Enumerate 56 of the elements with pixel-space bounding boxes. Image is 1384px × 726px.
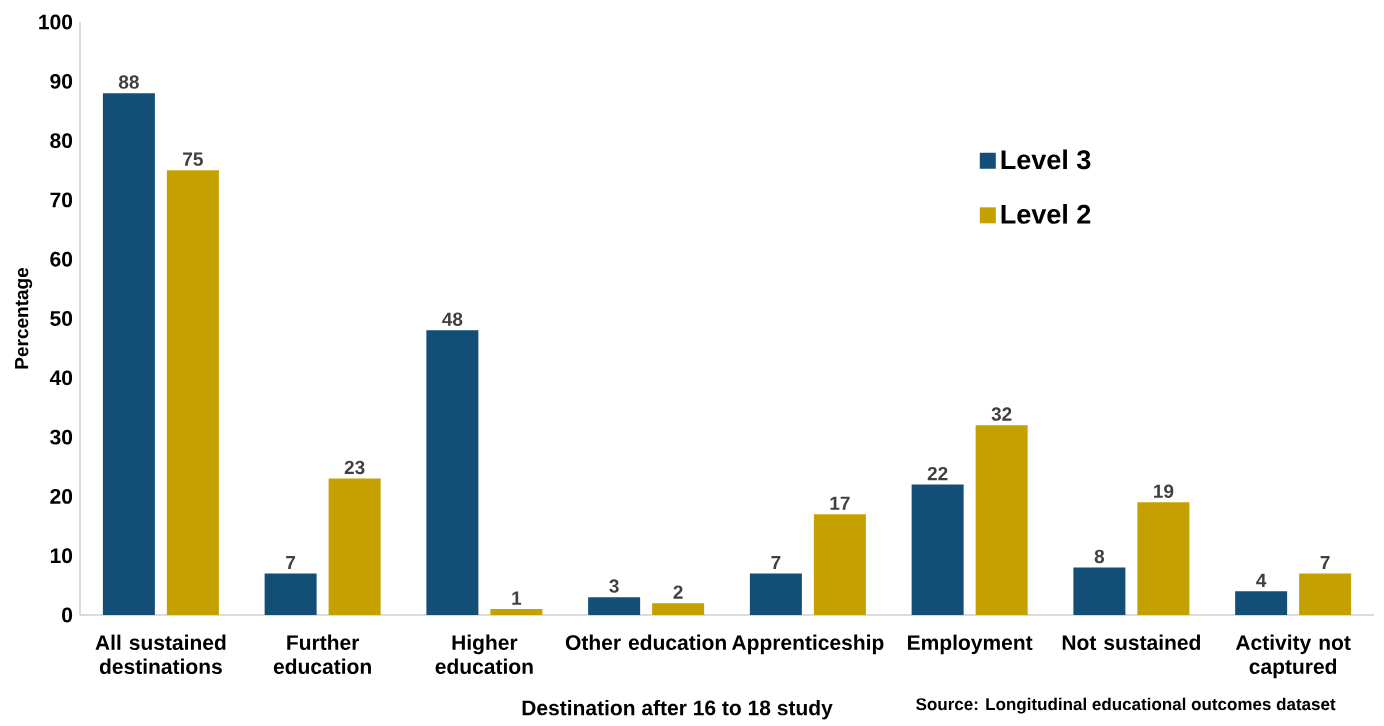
y-axis-title: Percentage bbox=[15, 267, 33, 369]
y-tick-label: 20 bbox=[50, 488, 73, 504]
legend-label: Level 3 bbox=[1001, 149, 1091, 170]
data-label: 7 bbox=[286, 555, 296, 570]
y-tick-label: 30 bbox=[50, 429, 73, 445]
data-label: 32 bbox=[991, 407, 1012, 421]
data-label: 4 bbox=[1256, 573, 1267, 587]
data-label: 75 bbox=[183, 152, 203, 166]
bar bbox=[1073, 567, 1126, 615]
y-tick-label: 80 bbox=[50, 133, 73, 148]
x-tick-label: Activity not captured bbox=[1235, 634, 1351, 679]
x-tick-label: Further education bbox=[273, 634, 371, 674]
data-label: 8 bbox=[1094, 549, 1105, 564]
data-label: 22 bbox=[927, 466, 948, 481]
y-tick-label: 60 bbox=[50, 251, 73, 267]
bar bbox=[1299, 573, 1352, 615]
y-tick-label: 10 bbox=[50, 548, 73, 564]
data-label: 17 bbox=[830, 496, 850, 510]
x-tick-label: All sustained destinations bbox=[95, 634, 226, 674]
bar bbox=[102, 93, 155, 615]
bar bbox=[328, 478, 381, 615]
y-tick-label: 0 bbox=[62, 607, 73, 623]
data-label: 7 bbox=[1320, 555, 1330, 570]
bar bbox=[911, 484, 964, 615]
data-label: 23 bbox=[344, 460, 365, 475]
source-note: Source: Longitudinal educational outcomes dataset bbox=[916, 697, 1336, 714]
data-label: 88 bbox=[118, 75, 139, 89]
bar bbox=[1137, 502, 1190, 615]
bar bbox=[166, 170, 219, 615]
x-tick-label: Not sustained bbox=[1062, 634, 1201, 650]
x-tick-label: Apprenticeship bbox=[731, 634, 884, 655]
bar bbox=[749, 573, 802, 615]
data-label: 3 bbox=[609, 579, 619, 593]
bar bbox=[652, 603, 705, 615]
data-label: 7 bbox=[771, 555, 781, 570]
y-tick-label: 40 bbox=[49, 370, 73, 386]
data-label: 48 bbox=[442, 312, 463, 326]
legend-label: Level 2 bbox=[1001, 203, 1091, 224]
bar bbox=[490, 609, 543, 615]
bar bbox=[813, 514, 866, 615]
bar bbox=[1235, 591, 1288, 615]
bar bbox=[588, 597, 641, 615]
data-label: 1 bbox=[512, 591, 522, 605]
y-tick-label: 90 bbox=[50, 73, 73, 89]
x-axis-title: Destination after 16 to 18 study bbox=[522, 699, 833, 720]
bar bbox=[264, 573, 317, 615]
x-tick-label: Other education bbox=[565, 634, 726, 650]
data-label: 2 bbox=[673, 585, 683, 599]
y-tick-label: 70 bbox=[50, 192, 73, 208]
x-tick-label: Employment bbox=[908, 634, 1033, 655]
y-tick-label: 100 bbox=[39, 14, 73, 30]
data-label: 19 bbox=[1154, 484, 1174, 498]
bar bbox=[975, 425, 1028, 615]
x-tick-label: Higher education bbox=[435, 634, 533, 674]
y-tick-label: 50 bbox=[50, 311, 73, 326]
bar bbox=[426, 330, 479, 615]
